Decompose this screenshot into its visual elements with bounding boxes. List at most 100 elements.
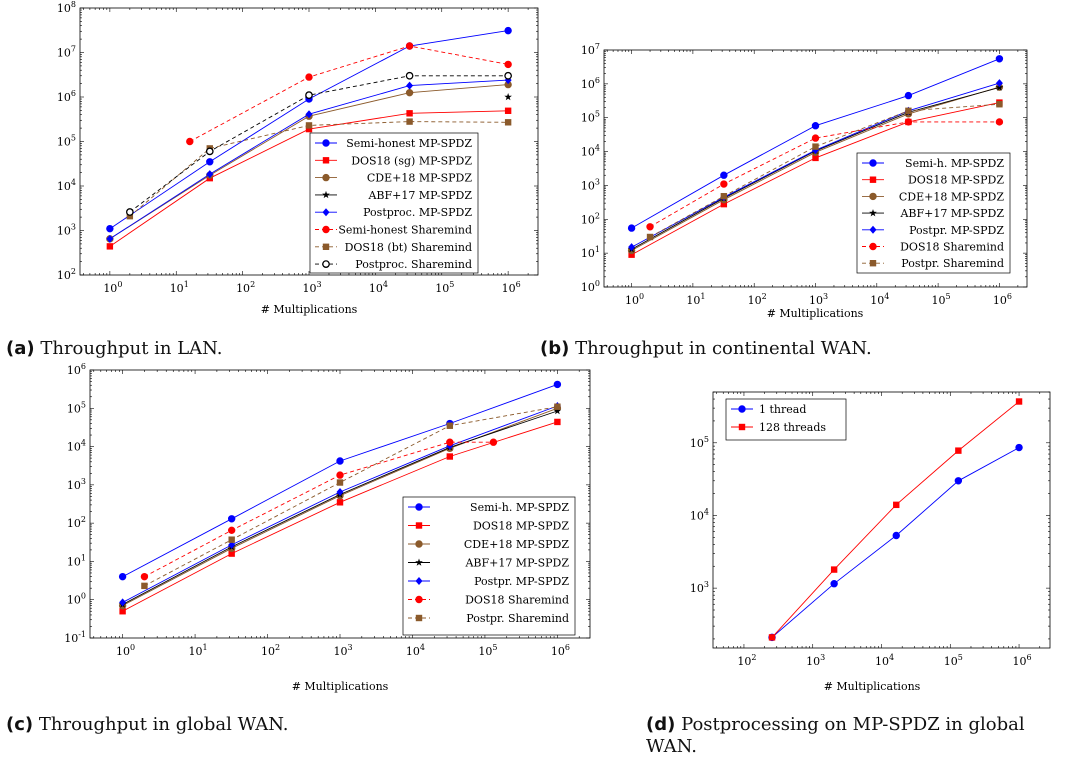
legend-marker [415, 522, 423, 529]
data-point [336, 488, 344, 497]
caption-a-text: Throughput in LAN. [40, 338, 223, 359]
data-point [106, 224, 114, 233]
legend-label: DOS18 (sg) MP-SPDZ [351, 154, 472, 167]
data-point [904, 91, 913, 100]
data-point [118, 572, 127, 581]
caption-c-text: Throughput in global WAN. [38, 714, 289, 735]
data-point [206, 158, 214, 166]
data-point [119, 608, 126, 615]
data-point [504, 60, 512, 69]
legend-box [725, 398, 847, 441]
y-tick-label: 107 [57, 45, 76, 60]
data-point [768, 634, 776, 641]
chart-3: 102 103 104 105 106 103 104 105 # Multiplication… [690, 391, 1051, 693]
data-point [227, 526, 236, 535]
legend-label: DOS18 MP-SPDZ [908, 174, 1004, 187]
x-tick-label: 104 [369, 280, 388, 295]
data-point [305, 110, 313, 119]
legend-marker [738, 405, 746, 413]
data-point [504, 107, 512, 114]
legend-label: Postpr. Sharemind [466, 612, 569, 625]
legend-label: ABF+17 MP-SPDZ [367, 189, 472, 202]
caption-d: (d) Postprocessing on MP-SPDZ in global … [646, 714, 1064, 758]
series-1 [119, 418, 561, 615]
data-point [228, 550, 235, 557]
y-tick-label: 106 [581, 76, 600, 91]
x-tick-label: 103 [806, 653, 825, 668]
legend-marker [322, 139, 330, 147]
legend-marker [322, 190, 330, 199]
data-point [206, 170, 214, 179]
data-point [504, 93, 512, 101]
legend-marker [869, 225, 877, 234]
legend-marker [322, 225, 330, 234]
y-tick-label: 104 [690, 507, 709, 522]
legend: Semi-h. MP-SPDZ DOS18 MP-SPDZ CDE+18 MP-SP… [856, 152, 1011, 274]
data-point [720, 171, 728, 179]
y-tick-label: 105 [690, 435, 709, 450]
legend-box [402, 496, 576, 636]
data-point [720, 200, 728, 208]
legend-box [309, 132, 479, 274]
legend-marker [869, 176, 877, 183]
data-point [504, 26, 512, 35]
data-point [140, 572, 149, 581]
data-point [305, 125, 313, 133]
legend-marker [415, 540, 423, 548]
data-point [995, 55, 1004, 63]
series-0 [768, 443, 1023, 642]
data-point [227, 515, 236, 523]
data-point [406, 118, 413, 125]
data-point [553, 406, 562, 415]
x-axis-label: # Multiplications [261, 303, 358, 316]
series-4 [106, 76, 512, 243]
data-point [811, 134, 820, 142]
chart-1: 100 101 102 103 104 105 106 100 101 102 103 104 105 1… [581, 42, 1028, 320]
series-5 [140, 438, 498, 581]
legend-label: DOS18 Sharemind [465, 594, 569, 607]
data-point [228, 540, 236, 549]
data-point [446, 453, 454, 460]
legend-label: Postproc. MP-SPDZ [363, 206, 472, 219]
x-tick-label: 101 [189, 643, 208, 658]
y-tick-label: 106 [57, 89, 76, 104]
x-tick-label: 100 [116, 643, 135, 658]
data-point [720, 193, 728, 200]
data-point [720, 180, 728, 188]
legend-label: Postpr. Sharemind [901, 257, 1004, 270]
y-tick-label: 105 [581, 110, 600, 125]
data-point [553, 380, 562, 389]
y-tick-label: 101 [67, 553, 86, 568]
data-point [830, 566, 838, 573]
data-point [954, 477, 963, 485]
data-point [305, 73, 313, 81]
y-tick-label: 103 [581, 177, 600, 192]
legend-label: 128 threads [759, 421, 826, 434]
legend-marker [322, 243, 330, 250]
y-tick-label: 104 [581, 144, 600, 159]
legend-label: CDE+18 MP-SPDZ [367, 172, 473, 185]
x-axis-label: # Multiplications [824, 680, 921, 693]
legend-marker [738, 423, 746, 431]
x-tick-label: 101 [170, 280, 189, 295]
data-point [812, 154, 819, 162]
y-tick-label: 103 [690, 580, 709, 595]
data-point [119, 598, 127, 607]
y-tick-label: 108 [57, 0, 76, 15]
caption-c: (c) Throughput in global WAN. [6, 714, 526, 736]
legend-marker [415, 558, 423, 566]
data-point [996, 101, 1003, 108]
data-point [406, 81, 414, 90]
legend-label: Postpr. MP-SPDZ [474, 575, 569, 588]
data-point [628, 243, 636, 252]
series-line [144, 406, 558, 587]
data-point [228, 536, 235, 543]
data-point [405, 42, 414, 50]
y-tick-label: 103 [67, 477, 86, 492]
y-tick-label: 102 [57, 267, 76, 282]
legend-label: DOS18 (bt) Sharemind [345, 241, 472, 254]
data-point [1015, 443, 1023, 452]
data-point [904, 118, 913, 126]
series-5 [646, 118, 1004, 231]
data-point [905, 107, 912, 115]
